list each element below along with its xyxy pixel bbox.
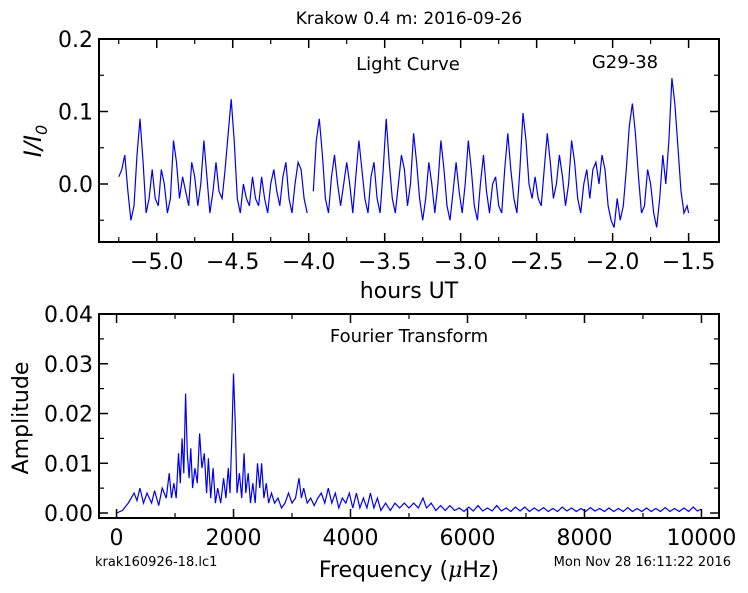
- fourier-xtick-label: 6000: [439, 526, 495, 551]
- light-curve-title: Light Curve: [356, 54, 460, 75]
- light-curve-xtick-label: −2.5: [510, 250, 563, 275]
- light-curve-xlabel: hours UT: [360, 279, 459, 304]
- light-curve-frame: [98, 38, 720, 243]
- fourier-ytick-label: 0.04: [44, 303, 93, 328]
- star-name-label: G29-38: [592, 52, 658, 73]
- light-curve-marks: [118, 78, 690, 228]
- light-curve-ticks: −5.0 −4.5 −4.0 −3.5 −3.0 −2.5 −2.0 −1.5 0.0 0.1 0.…: [58, 28, 719, 275]
- fourier-series-line-0: [116, 373, 702, 514]
- light-curve-series-line-0: [118, 78, 690, 228]
- light-curve-panel: −5.0 −4.5 −4.0 −3.5 −3.0 −2.5 −2.0 −1.5 0.0 0.1 0.…: [19, 28, 720, 304]
- fourier-xtick-label: 0: [110, 526, 124, 551]
- fourier-xlabel-mu: μ: [448, 558, 462, 583]
- footer-filename: krak160926-18.lc1: [95, 555, 217, 570]
- light-curve-ytick-label: 0.2: [58, 28, 93, 53]
- light-curve-xtick-label: −3.5: [358, 250, 411, 275]
- fourier-ylabel: Amplitude: [9, 362, 34, 475]
- light-curve-xtick-label: −2.0: [586, 250, 639, 275]
- footer-timestamp: Mon Nov 28 16:11:22 2016: [554, 555, 731, 570]
- fourier-xtick-label: 10000: [666, 526, 736, 551]
- light-curve-xtick-label: −4.5: [206, 250, 259, 275]
- fourier-ticks: 0 2000 4000 6000 8000 10000 0.00 0.01 0.02 0.03 0.…: [44, 303, 736, 551]
- fourier-panel: 0 2000 4000 6000 8000 10000 0.00 0.01 0.02 0.03 0.…: [9, 303, 736, 583]
- light-curve-ylabel: I/I0: [19, 125, 51, 157]
- fourier-xtick-label: 2000: [206, 526, 262, 551]
- light-curve-xtick-label: −5.0: [130, 250, 183, 275]
- fourier-ytick-label: 0.03: [44, 353, 93, 378]
- fourier-xtick-label: 4000: [323, 526, 379, 551]
- light-curve-xtick-label: −3.0: [434, 250, 487, 275]
- fourier-xtick-label: 8000: [556, 526, 612, 551]
- fourier-ytick-label: 0.01: [44, 452, 93, 477]
- fourier-xlabel-prefix: Frequency (: [319, 558, 448, 583]
- light-curve-xtick-label: −1.5: [662, 250, 715, 275]
- fourier-marks: [116, 373, 702, 514]
- fourier-ytick-label: 0.00: [44, 502, 93, 527]
- fourier-title: Fourier Transform: [330, 326, 488, 347]
- fourier-ytick-label: 0.02: [44, 403, 93, 428]
- fourier-xlabel-unit: Hz): [462, 558, 499, 583]
- fourier-xlabel: Frequency (μHz): [319, 558, 499, 583]
- light-curve-ytick-label: 0.0: [58, 173, 93, 198]
- figure-title: Krakow 0.4 m: 2016-09-26: [296, 9, 522, 29]
- light-curve-xtick-label: −4.0: [282, 250, 335, 275]
- light-curve-ytick-label: 0.1: [58, 101, 93, 126]
